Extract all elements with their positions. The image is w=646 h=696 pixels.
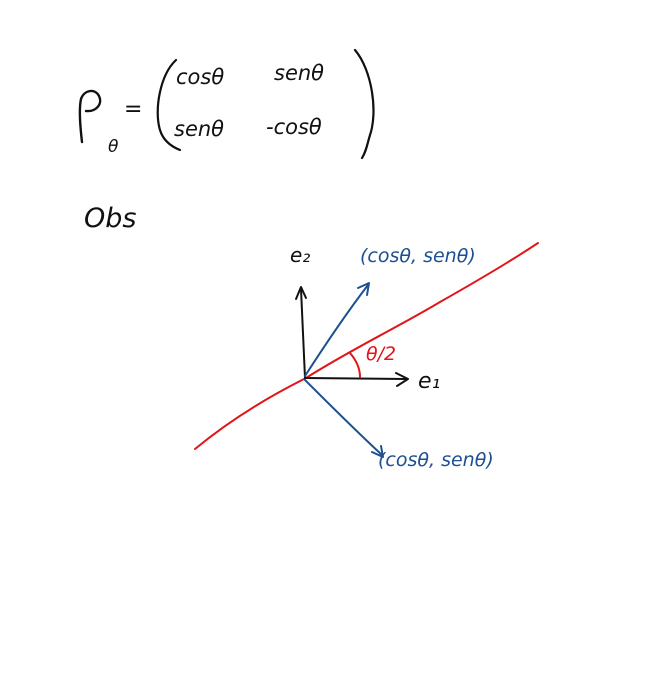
axis-e2-label: e₂ [290, 243, 310, 267]
formula-subscript: θ [108, 137, 119, 157]
matrix-cell-r2c2: -cosθ [266, 115, 322, 139]
axis-e1-label: e₁ [418, 369, 440, 394]
vector-lower [304, 379, 383, 456]
reflection-diagram: e₂ e₁ (cosθ, senθ) (cosθ, senθ) θ/2 [194, 242, 539, 471]
angle-arc [349, 352, 361, 378]
matrix-left-bracket [156, 58, 182, 152]
formula-equals: = [124, 97, 142, 122]
vector-lower-label: (cosθ, senθ) [378, 449, 494, 471]
angle-label: θ/2 [366, 343, 396, 365]
axis-e1 [304, 377, 406, 380]
matrix-right-bracket [353, 48, 375, 160]
axis-e2-arrowhead [295, 286, 307, 300]
formula: θ = cosθ senθ senθ -cosθ [78, 48, 375, 160]
vector-upper-arrowhead [357, 282, 370, 296]
vector-upper [304, 284, 369, 377]
rho-symbol [78, 89, 102, 144]
axis-e2 [300, 288, 306, 379]
matrix-cell-r1c1: cosθ [176, 65, 224, 89]
matrix-cell-r1c2: senθ [274, 61, 324, 85]
axis-e1-arrowhead [395, 372, 409, 387]
obs-note: Obs [84, 203, 136, 234]
reflection-line [194, 242, 539, 450]
vector-upper-label: (cosθ, senθ) [360, 245, 476, 267]
vector-lower-arrowhead [371, 445, 384, 458]
matrix-cell-r2c1: senθ [174, 117, 224, 141]
